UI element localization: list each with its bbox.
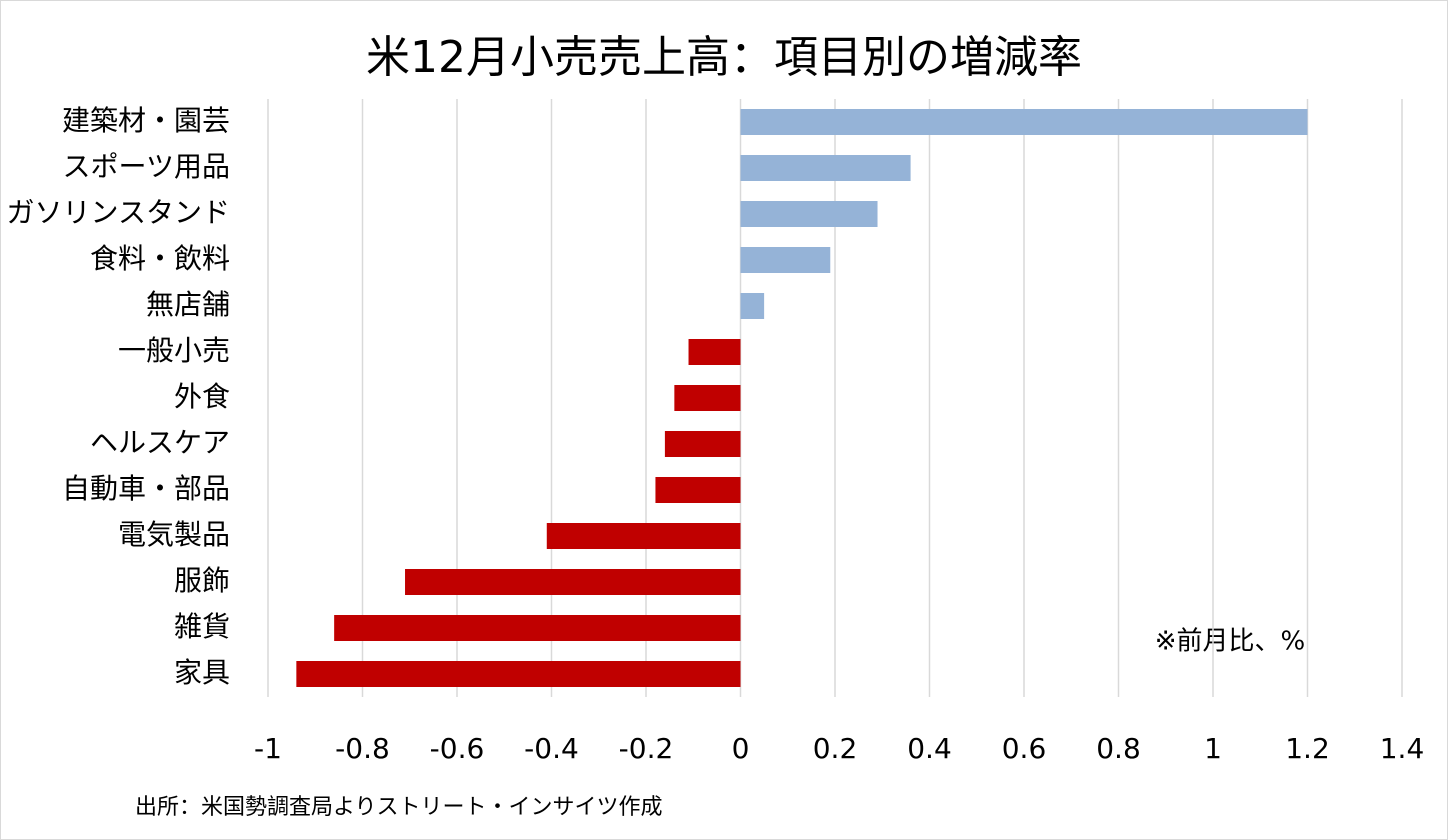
bar	[740, 247, 831, 273]
bar	[740, 293, 765, 319]
y-tick-label: 一般小売	[118, 334, 230, 367]
x-tick-label: 0.8	[1096, 732, 1141, 765]
bar	[740, 201, 878, 227]
bar	[405, 569, 741, 595]
bar	[740, 109, 1308, 135]
x-tick-label: -0.4	[524, 732, 579, 765]
x-tick-label: -0.6	[430, 732, 485, 765]
x-tick-label: -0.8	[335, 732, 390, 765]
y-tick-label: 自動車・部品	[62, 472, 230, 505]
y-tick-label: 食料・飲料	[90, 242, 230, 275]
x-tick-label: 1.4	[1380, 732, 1425, 765]
annotation: ※前月比、%	[1155, 627, 1306, 657]
y-tick-label: 無店舗	[146, 288, 230, 321]
y-tick-label: ガソリンスタンド	[7, 196, 230, 229]
x-tick-label: 1.2	[1285, 732, 1330, 765]
bar	[664, 431, 741, 457]
bar	[740, 155, 911, 181]
chart-title: 米12月小売売上高：項目別の増減率	[366, 32, 1082, 83]
bar	[655, 477, 741, 503]
bar	[296, 661, 741, 687]
bar	[688, 339, 741, 365]
y-tick-label: 雑貨	[174, 610, 230, 643]
x-tick-label: 1	[1204, 732, 1222, 765]
bar	[674, 385, 741, 411]
x-tick-label: 0.6	[1002, 732, 1047, 765]
x-tick-label: 0	[732, 732, 750, 765]
y-tick-label: ヘルスケア	[90, 426, 230, 459]
y-tick-label: 外食	[174, 380, 230, 413]
bar	[546, 523, 741, 549]
y-tick-label: 家具	[174, 656, 230, 689]
bar	[334, 615, 741, 641]
y-tick-label: 服飾	[174, 564, 230, 597]
y-tick-label: 建築材・園芸	[62, 104, 230, 137]
x-tick-label: 0.4	[907, 732, 952, 765]
x-tick-label: 0.2	[813, 732, 858, 765]
y-tick-label: 電気製品	[118, 518, 230, 551]
y-tick-label: スポーツ用品	[63, 150, 230, 183]
source-note: 出所：米国勢調査局よりストリート・インサイツ作成	[135, 795, 663, 820]
x-tick-label: -1	[254, 732, 282, 765]
x-tick-label: -0.2	[619, 732, 674, 765]
